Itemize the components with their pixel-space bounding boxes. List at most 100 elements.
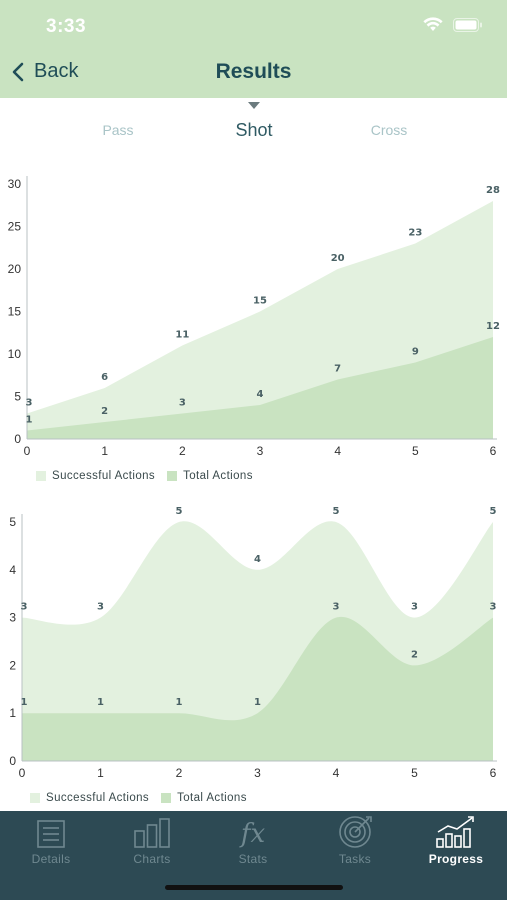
y-tick-label: 2 <box>9 658 16 672</box>
fx-icon: fx <box>239 819 266 849</box>
tabbar-item-tasks[interactable]: Tasks <box>305 815 405 866</box>
x-tick-label: 3 <box>254 766 261 780</box>
chart-2-legend: Successful Actions Total Actions <box>30 792 247 804</box>
tabbar-label: Stats <box>238 852 268 866</box>
data-label: 5 <box>490 506 497 517</box>
x-tick-label: 5 <box>412 444 419 458</box>
home-indicator <box>165 885 343 890</box>
x-tick-label: 2 <box>176 766 183 780</box>
data-label: 1 <box>97 697 104 708</box>
y-tick-label: 25 <box>8 220 22 234</box>
data-label: 3 <box>26 398 33 409</box>
x-tick-label: 0 <box>24 444 31 458</box>
data-label: 1 <box>254 697 261 708</box>
y-tick-label: 15 <box>8 305 22 319</box>
y-tick-label: 1 <box>9 706 16 720</box>
data-label: 3 <box>179 398 186 409</box>
chart-1-legend: Successful Actions Total Actions <box>36 470 253 482</box>
data-label: 4 <box>257 389 264 400</box>
svg-text:fx: fx <box>239 819 266 849</box>
data-label: 11 <box>175 330 189 341</box>
data-label: 3 <box>411 602 418 613</box>
area-successful-actions <box>27 337 493 439</box>
details-icon <box>37 820 65 848</box>
status-time: 3:33 <box>46 16 87 37</box>
y-tick-label: 5 <box>9 515 16 529</box>
x-tick-label: 4 <box>334 444 341 458</box>
y-tick-label: 10 <box>8 347 22 361</box>
y-tick-label: 3 <box>9 611 16 625</box>
tabbar-item-details[interactable]: Details <box>1 815 101 866</box>
page-title: Results <box>215 60 292 83</box>
tabbar-item-progress[interactable]: Progress <box>406 815 506 866</box>
back-label: Back <box>34 60 79 82</box>
tab-shot[interactable]: Shot <box>235 120 273 140</box>
legend-item-successful: Successful Actions <box>30 792 149 804</box>
legend-swatch-successful <box>36 471 46 481</box>
legend-label-successful: Successful Actions <box>52 470 156 482</box>
x-tick-label: 0 <box>19 766 26 780</box>
data-label: 1 <box>176 697 183 708</box>
data-label: 1 <box>26 415 33 426</box>
progress-icon <box>436 816 474 848</box>
x-tick-label: 1 <box>101 444 108 458</box>
data-label: 6 <box>101 372 108 383</box>
data-label: 4 <box>254 554 261 565</box>
chevron-left-icon <box>12 62 24 81</box>
legend-label-total: Total Actions <box>183 470 253 482</box>
caret-down-icon <box>248 102 260 109</box>
status-icons <box>423 17 483 32</box>
tabbar-label: Charts <box>133 852 171 866</box>
bottom-tab-bar: Details Charts fx Stats <box>0 811 507 900</box>
tabbar-item-charts[interactable]: Charts <box>102 815 202 866</box>
target-icon <box>339 816 372 848</box>
y-tick-label: 20 <box>8 262 22 276</box>
wifi-icon <box>423 17 443 31</box>
segment-tabs: Pass Shot Cross <box>0 98 507 158</box>
legend-item-total: Total Actions <box>167 470 253 482</box>
legend-swatch-successful <box>30 793 40 803</box>
tabbar-label: Details <box>31 852 71 866</box>
tab-cross[interactable]: Cross <box>370 122 408 138</box>
data-label: 28 <box>486 185 500 196</box>
y-tick-label: 30 <box>8 177 22 191</box>
legend-item-successful: Successful Actions <box>36 470 155 482</box>
legend-label-successful: Successful Actions <box>46 792 150 804</box>
y-tick-label: 5 <box>14 390 21 404</box>
legend-swatch-total <box>161 793 172 803</box>
legend-swatch-total <box>167 471 178 481</box>
data-label: 12 <box>486 321 500 332</box>
data-label: 2 <box>411 649 418 660</box>
x-tick-label: 6 <box>490 766 497 780</box>
data-label: 23 <box>408 228 422 239</box>
data-label: 3 <box>333 602 340 613</box>
tab-pass[interactable]: Pass <box>102 122 134 138</box>
header: 3:33 Back Results <box>0 0 507 98</box>
tabbar-item-stats[interactable]: fx Stats <box>203 815 303 866</box>
data-label: 3 <box>97 602 104 613</box>
data-label: 5 <box>333 506 340 517</box>
x-tick-label: 6 <box>490 444 497 458</box>
data-label: 7 <box>334 364 341 375</box>
data-label: 3 <box>490 602 497 613</box>
x-tick-label: 4 <box>333 766 340 780</box>
data-label: 1 <box>21 697 28 708</box>
data-label: 5 <box>176 506 183 517</box>
y-tick-label: 0 <box>9 754 16 768</box>
data-label: 15 <box>253 296 267 307</box>
data-label: 9 <box>412 347 419 358</box>
x-tick-label: 2 <box>179 444 186 458</box>
tabbar-label: Tasks <box>338 852 372 866</box>
back-button[interactable]: Back <box>12 60 78 83</box>
data-label: 2 <box>101 406 108 417</box>
tabbar-label: Progress <box>428 852 484 866</box>
battery-icon <box>453 17 482 32</box>
legend-label-total: Total Actions <box>177 792 247 804</box>
area-successful-actions <box>22 616 493 761</box>
x-tick-label: 5 <box>411 766 418 780</box>
data-label: 3 <box>21 602 28 613</box>
chart-cumulative: 0 5 10 15 20 25 30 0 1 2 3 4 5 6 3 6 11 15 20 23 28 1 2 3 4 7 9 12 <box>0 170 507 470</box>
